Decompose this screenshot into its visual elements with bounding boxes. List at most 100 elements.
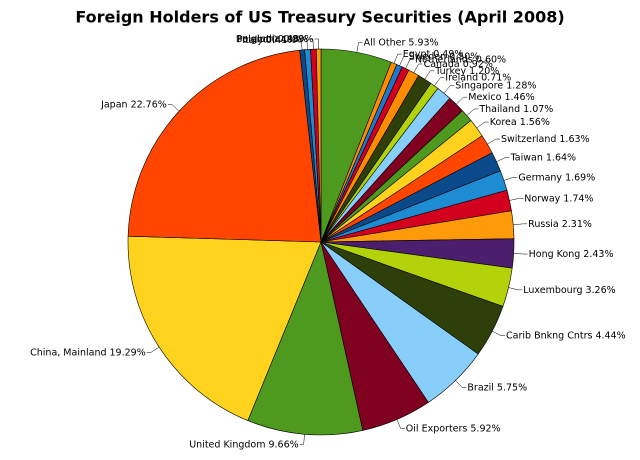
slice-label-value: 5.92% (470, 423, 500, 434)
slice-label-name: Oil Exporters (406, 423, 468, 434)
slice-label-name: Carib Bnkng Cntrs (506, 330, 592, 341)
leader-line (424, 70, 435, 80)
pie-slice (127, 235, 322, 421)
slice-label-value: 0.48% (272, 34, 302, 45)
slice-label-value: 0.50% (449, 51, 479, 62)
slice-label-name: Ireland (445, 72, 478, 83)
slice-label-value: 4.44% (595, 330, 625, 341)
slice-label: All Other 5.93% (364, 37, 439, 48)
leader-line (399, 56, 408, 66)
slice-label-name: Turkey (434, 65, 466, 76)
leader-line (167, 104, 180, 112)
slice-label-value: 2.43% (583, 249, 613, 260)
leader-line (405, 59, 414, 69)
slice-label-name: Japan (100, 99, 128, 110)
leader-line (297, 39, 303, 50)
leader-line (503, 177, 518, 181)
leader-line (443, 85, 455, 94)
leader-line (492, 330, 506, 336)
slice-label-name: Netherlands (415, 54, 473, 65)
slice-label-value: 3.26% (585, 284, 615, 295)
slice-label-name: Korea (490, 117, 517, 128)
slice-label-name: Luxembourg (523, 284, 582, 295)
slice-label: Ireland 0.71% (445, 72, 511, 83)
slice-label-value: 0.41% (266, 34, 296, 45)
slice-label: Brazil 5.75% (467, 382, 527, 393)
slice-label: Sweden 0.50% (409, 51, 480, 62)
slice-label: Poland 0.48% (237, 34, 302, 45)
slice-label-name: Belgium (236, 34, 275, 45)
slice-label: Mexico 1.46% (468, 92, 534, 103)
slice-label-value: 1.07% (523, 103, 553, 114)
slice-label: Turkey 1.20% (434, 65, 499, 76)
leader-line (487, 138, 500, 145)
slice-label-name: Canada (424, 58, 460, 69)
slice-label: Japan 22.76% (100, 99, 167, 110)
slice-label-name: Switzerland (501, 134, 556, 145)
slice-label-name: Norway (524, 193, 560, 204)
slice-label-value: 1.20% (469, 65, 499, 76)
leader-line (146, 346, 160, 353)
slice-label-value: 1.28% (506, 80, 536, 91)
slice-label-value: 1.56% (520, 117, 550, 128)
slice-label-value: 22.76% (131, 99, 167, 110)
slice-label-value: 1.74% (563, 193, 593, 204)
slice-label-name: Italy (242, 34, 263, 45)
chart-title: Foreign Holders of US Treasury Securitie… (75, 8, 564, 27)
slice-label-value: 1.63% (559, 134, 589, 145)
slice-label-value: 5.75% (497, 382, 527, 393)
slice-label-value: 1.69% (565, 172, 595, 183)
slice-label-value: 1.64% (546, 152, 576, 163)
slice-label-value: 5.93% (408, 37, 438, 48)
slice-label: Oil Exporters 5.92% (406, 423, 501, 434)
leader-line (396, 419, 405, 429)
slice-label: Russia 2.31% (528, 218, 592, 229)
leader-line (513, 253, 528, 255)
slice-label-name: Poland (237, 34, 269, 45)
slice-label: Carib Bnkng Cntrs 4.44% (506, 330, 626, 341)
slice-label-name: Thailand (478, 103, 520, 114)
slice-label: Singapore 1.28% (455, 80, 536, 91)
slice-label: Italy 0.41% (242, 34, 296, 45)
slice-label-name: China, Mainland (30, 347, 106, 358)
slice-label: Germany 1.69% (518, 172, 595, 183)
leader-line (302, 39, 308, 50)
slice-label-name: United Kingdom (189, 439, 265, 450)
leader-line (496, 157, 510, 162)
slice-label: Hong Kong 2.43% (529, 249, 614, 260)
slice-label-name: Singapore (455, 80, 503, 91)
slice-label-value: 0.92% (463, 58, 493, 69)
slice-label-value: 1.46% (504, 92, 534, 103)
slice-label-value: 0.48% (278, 34, 308, 45)
slice-label: Canada 0.92% (424, 58, 493, 69)
slice-label-value: 2.31% (562, 218, 592, 229)
slice-label-value: 0.71% (481, 72, 511, 83)
slice-label: Taiwan 1.64% (510, 152, 577, 163)
slice-label: Norway 1.74% (524, 193, 593, 204)
leader-line (466, 108, 479, 116)
slice-label: United Kingdom 9.66% (189, 439, 298, 450)
leader-line (509, 198, 524, 201)
slice-label-value: 0.60% (476, 54, 506, 65)
slice-label-name: Mexico (468, 92, 501, 103)
leader-line (513, 223, 528, 225)
leader-line (508, 287, 523, 291)
slice-label-name: India (257, 34, 280, 45)
leader-line (476, 121, 489, 129)
slice-label: Netherlands 0.60% (415, 54, 506, 65)
slice-label: Belgium 0.48% (236, 34, 308, 45)
slice-label: Korea 1.56% (490, 117, 550, 128)
slice-label: India 0.39% (257, 34, 314, 45)
slice-label-name: Taiwan (510, 152, 543, 163)
leader-line (413, 63, 423, 73)
leader-line (299, 434, 305, 445)
leader-line (456, 96, 468, 105)
slice-label-value: 0.49% (433, 49, 463, 60)
slice-label-name: Hong Kong (529, 249, 581, 260)
slice-label-name: Germany (518, 172, 562, 183)
leader-line (356, 42, 363, 53)
leader-line (455, 380, 467, 388)
leader-line (434, 77, 445, 86)
slice-label-name: Sweden (409, 51, 447, 62)
